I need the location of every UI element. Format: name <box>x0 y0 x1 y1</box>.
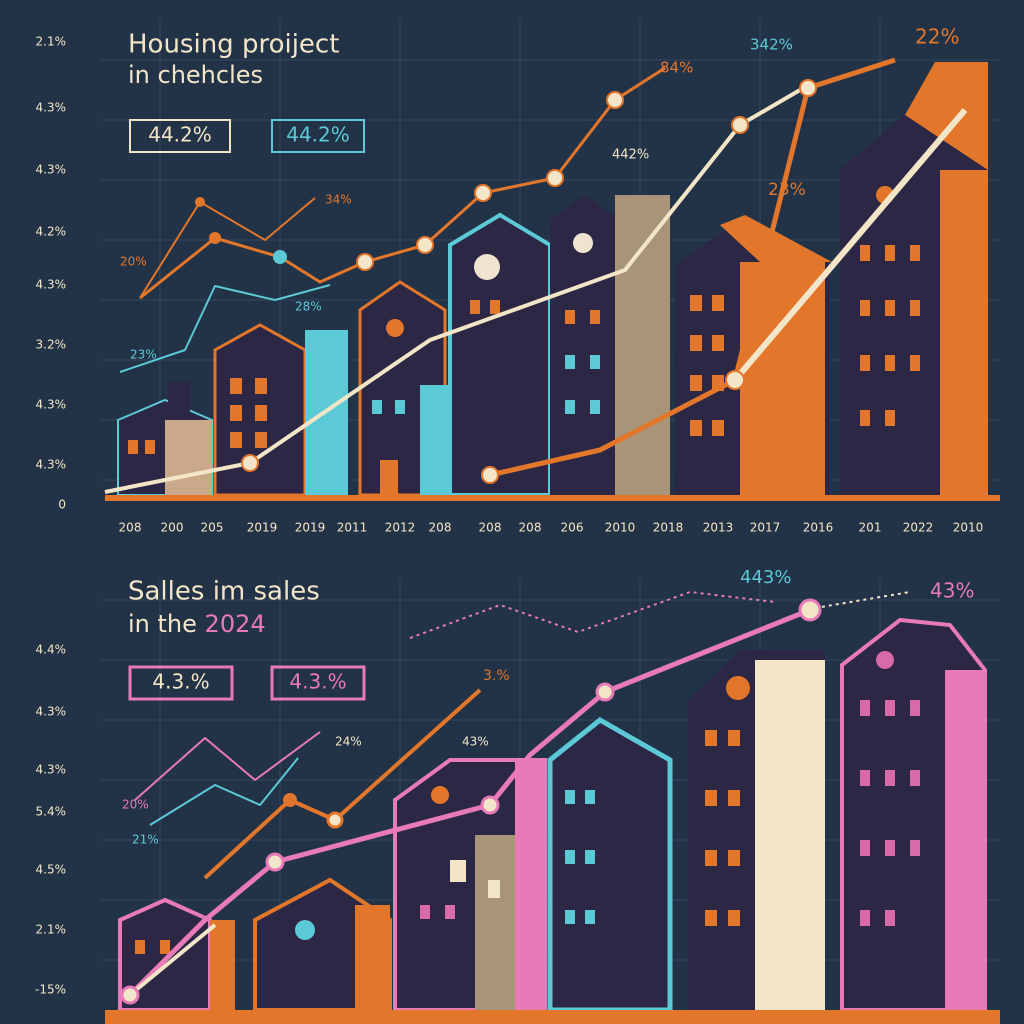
annotation: 28% <box>295 300 322 314</box>
y-label: 4.4% <box>36 643 67 657</box>
bottom-buildings <box>105 617 1000 1024</box>
x-label: 200 <box>161 521 184 535</box>
y-label: 4.2% <box>36 225 67 239</box>
annotation: 21% <box>132 833 159 847</box>
badge: 44.2% <box>286 123 350 147</box>
top-title-line1: Housing proiject <box>128 30 339 60</box>
y-label: 4.3% <box>36 163 67 177</box>
annotation: 43% <box>462 735 489 749</box>
x-label: 201 <box>859 521 882 535</box>
x-label: 2012 <box>385 521 416 535</box>
x-label: 208 <box>119 521 142 535</box>
y-label: 2.1% <box>36 923 67 937</box>
x-label: 2019 <box>295 521 326 535</box>
badge: 44.2% <box>148 123 212 147</box>
top-buildings <box>105 62 1000 501</box>
x-label: 2016 <box>803 521 834 535</box>
x-label: 2011 <box>337 521 368 535</box>
y-label: 4.3% <box>36 705 67 719</box>
x-label: 208 <box>479 521 502 535</box>
annotation: 3.% <box>483 668 510 684</box>
x-label: 2010 <box>605 521 636 535</box>
x-label: 2018 <box>653 521 684 535</box>
x-label: 2019 <box>247 521 278 535</box>
annotation: 23% <box>768 180 806 200</box>
annotation: 24% <box>335 735 362 749</box>
x-label: 208 <box>429 521 452 535</box>
x-label: 2010 <box>953 521 984 535</box>
x-label: 206 <box>561 521 584 535</box>
y-label: -15% <box>35 983 66 997</box>
y-label: 5.4% <box>36 805 67 819</box>
badge: 4.3.% <box>152 670 209 694</box>
top-lines <box>104 57 968 494</box>
bottom-title-year: 2024 <box>205 610 266 638</box>
y-label: 4.3% <box>36 458 67 472</box>
y-label: 4.3% <box>36 763 67 777</box>
annotation: 84% <box>660 59 693 77</box>
annotation: 20% <box>122 798 149 812</box>
bottom-title-text: in the <box>128 610 197 638</box>
y-label: 4.3% <box>36 278 67 292</box>
x-label: 2022 <box>903 521 934 535</box>
bottom-badges <box>128 665 366 701</box>
annotation: 342% <box>750 36 793 54</box>
annotation: 22% <box>915 25 959 49</box>
x-label: 2013 <box>703 521 734 535</box>
x-label: 2017 <box>750 521 781 535</box>
y-label: 4.3% <box>36 101 67 115</box>
annotation: 443% <box>740 567 791 588</box>
annotation: 34% <box>325 193 352 207</box>
x-label: 208 <box>519 521 542 535</box>
annotation: 23% <box>130 348 157 362</box>
x-label: 205 <box>201 521 224 535</box>
annotation: 20% <box>120 255 147 269</box>
annotation: 442% <box>612 148 649 163</box>
y-label: 4.5% <box>36 863 67 877</box>
y-label: 3.2% <box>36 338 67 352</box>
bottom-title-line2: in the 2024 <box>128 610 266 638</box>
bottom-lines <box>120 591 911 1005</box>
annotation: 43% <box>930 579 974 603</box>
top-title-line2: in chehcles <box>128 61 263 89</box>
bottom-title-line1: Salles im sales <box>128 577 320 607</box>
y-label: 0 <box>58 498 66 512</box>
top-badges <box>129 119 365 153</box>
y-label: 4.3% <box>36 398 67 412</box>
badge: 4.3.% <box>289 670 346 694</box>
y-label: 2.1% <box>36 35 67 49</box>
